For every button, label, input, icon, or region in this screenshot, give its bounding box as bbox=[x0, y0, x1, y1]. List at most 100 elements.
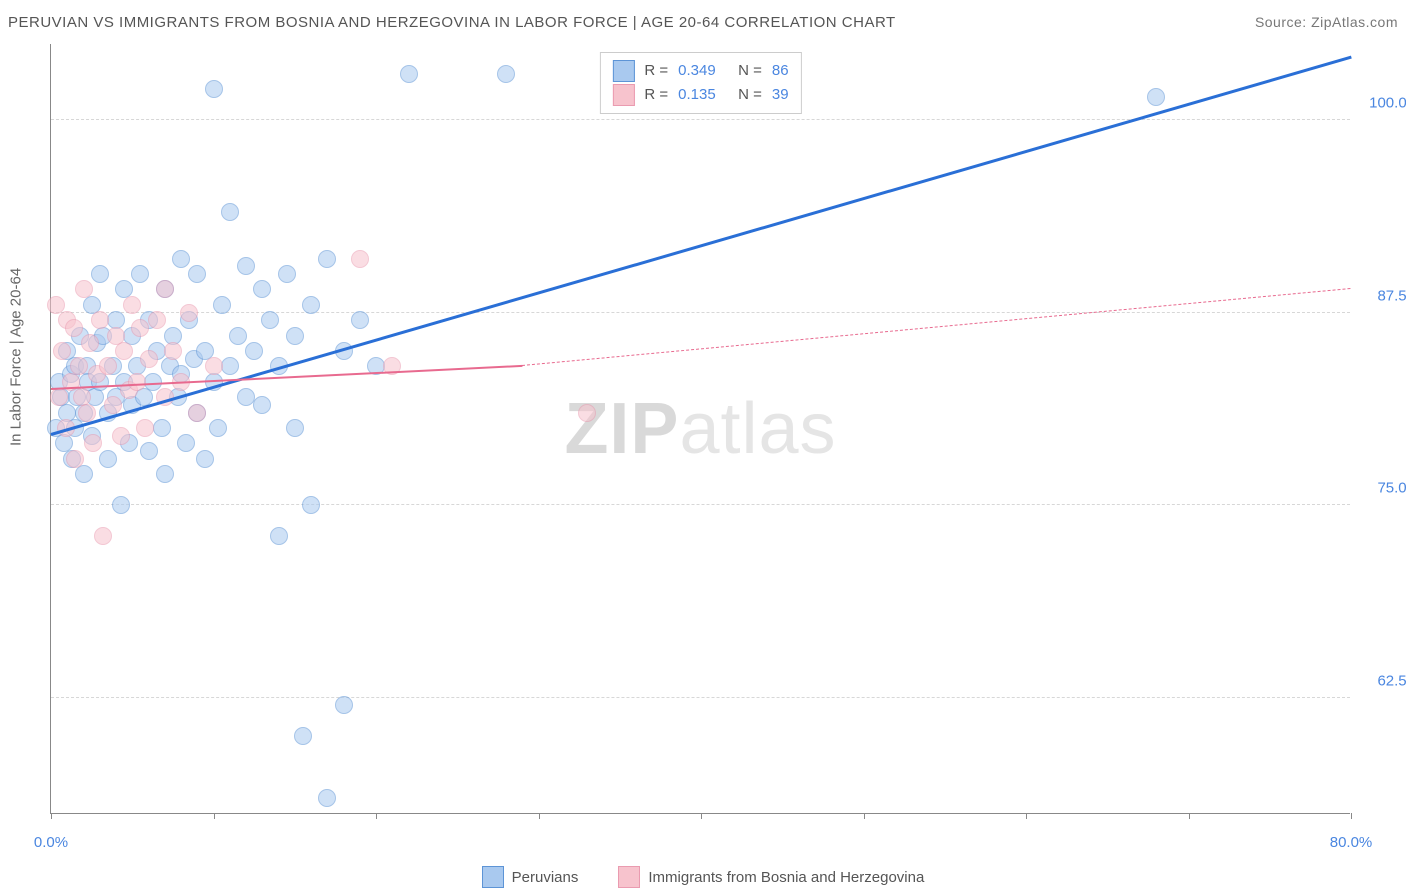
legend-swatch bbox=[618, 866, 640, 888]
data-point bbox=[253, 280, 271, 298]
data-point bbox=[229, 327, 247, 345]
legend-row: R = 0.135 N = 39 bbox=[612, 83, 788, 107]
x-tick bbox=[1189, 813, 1190, 819]
data-point bbox=[221, 357, 239, 375]
y-tick-label: 75.0% bbox=[1360, 480, 1406, 497]
data-point bbox=[140, 350, 158, 368]
x-tick bbox=[51, 813, 52, 819]
x-tick bbox=[376, 813, 377, 819]
data-point bbox=[81, 334, 99, 352]
trend-line bbox=[522, 288, 1351, 366]
data-point bbox=[123, 296, 141, 314]
data-point bbox=[47, 296, 65, 314]
legend-swatch bbox=[612, 84, 634, 106]
data-point bbox=[400, 65, 418, 83]
data-point bbox=[209, 419, 227, 437]
data-point bbox=[286, 419, 304, 437]
legend-swatch bbox=[612, 60, 634, 82]
legend-n-value: 86 bbox=[772, 59, 789, 83]
data-point bbox=[164, 342, 182, 360]
legend-item: Immigrants from Bosnia and Herzegovina bbox=[618, 866, 924, 888]
x-tick bbox=[539, 813, 540, 819]
data-point bbox=[131, 319, 149, 337]
data-point bbox=[188, 404, 206, 422]
data-point bbox=[75, 465, 93, 483]
data-point bbox=[136, 419, 154, 437]
data-point bbox=[156, 280, 174, 298]
legend-n-label: N = bbox=[738, 59, 762, 83]
data-point bbox=[278, 265, 296, 283]
data-point bbox=[221, 203, 239, 221]
data-point bbox=[112, 427, 130, 445]
data-point bbox=[140, 442, 158, 460]
data-point bbox=[237, 257, 255, 275]
data-point bbox=[335, 696, 353, 714]
data-point bbox=[245, 342, 263, 360]
data-point bbox=[294, 727, 312, 745]
data-point bbox=[99, 450, 117, 468]
legend-n-label: N = bbox=[738, 83, 762, 107]
x-tick bbox=[1351, 813, 1352, 819]
data-point bbox=[70, 357, 88, 375]
data-point bbox=[302, 296, 320, 314]
data-point bbox=[94, 527, 112, 545]
y-tick-label: 87.5% bbox=[1360, 287, 1406, 304]
legend-r-value: 0.349 bbox=[678, 59, 728, 83]
chart-title: PERUVIAN VS IMMIGRANTS FROM BOSNIA AND H… bbox=[8, 14, 896, 31]
data-point bbox=[177, 434, 195, 452]
data-point bbox=[84, 434, 102, 452]
data-point bbox=[104, 396, 122, 414]
legend-series: Peruvians Immigrants from Bosnia and Herz… bbox=[0, 866, 1406, 888]
data-point bbox=[261, 311, 279, 329]
data-point bbox=[1147, 88, 1165, 106]
data-point bbox=[78, 404, 96, 422]
data-point bbox=[66, 450, 84, 468]
data-point bbox=[99, 357, 117, 375]
gridline bbox=[51, 312, 1350, 313]
legend-series-name: Peruvians bbox=[512, 869, 579, 886]
data-point bbox=[156, 465, 174, 483]
legend-correlation: R = 0.349 N = 86 R = 0.135 N = 39 bbox=[599, 52, 801, 114]
data-point bbox=[205, 357, 223, 375]
data-point bbox=[91, 265, 109, 283]
legend-series-name: Immigrants from Bosnia and Herzegovina bbox=[648, 869, 924, 886]
data-point bbox=[172, 250, 190, 268]
x-tick bbox=[214, 813, 215, 819]
data-point bbox=[115, 342, 133, 360]
legend-n-value: 39 bbox=[772, 83, 789, 107]
data-point bbox=[65, 319, 83, 337]
data-point bbox=[196, 450, 214, 468]
y-tick-label: 100.0% bbox=[1360, 95, 1406, 112]
data-point bbox=[497, 65, 515, 83]
data-point bbox=[205, 80, 223, 98]
data-point bbox=[270, 527, 288, 545]
y-tick-label: 62.5% bbox=[1360, 672, 1406, 689]
legend-item: Peruvians bbox=[482, 866, 579, 888]
data-point bbox=[213, 296, 231, 314]
gridline bbox=[51, 119, 1350, 120]
data-point bbox=[351, 250, 369, 268]
data-point bbox=[302, 496, 320, 514]
x-tick bbox=[1026, 813, 1027, 819]
data-point bbox=[128, 373, 146, 391]
data-point bbox=[188, 265, 206, 283]
data-point bbox=[91, 311, 109, 329]
data-point bbox=[131, 265, 149, 283]
data-point bbox=[318, 250, 336, 268]
data-point bbox=[53, 342, 71, 360]
scatter-chart: ZIPatlas R =0.349N =86R =0.135N =39 62.5… bbox=[50, 44, 1350, 814]
legend-r-label: R = bbox=[644, 83, 668, 107]
x-tick-label: 0.0% bbox=[34, 834, 68, 851]
x-tick bbox=[701, 813, 702, 819]
data-point bbox=[153, 419, 171, 437]
data-point bbox=[75, 280, 93, 298]
legend-r-label: R = bbox=[644, 59, 668, 83]
legend-r-value: 0.135 bbox=[678, 83, 728, 107]
y-axis-label: In Labor Force | Age 20-64 bbox=[8, 268, 25, 446]
data-point bbox=[318, 789, 336, 807]
data-point bbox=[578, 404, 596, 422]
data-point bbox=[112, 496, 130, 514]
legend-swatch bbox=[482, 866, 504, 888]
data-point bbox=[50, 388, 68, 406]
x-tick bbox=[864, 813, 865, 819]
